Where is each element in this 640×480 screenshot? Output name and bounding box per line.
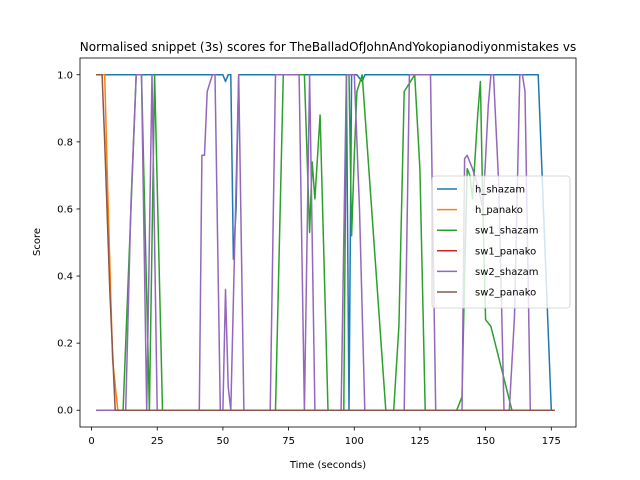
chart-title: Normalised snippet (3s) scores for TheBa… xyxy=(80,40,576,54)
y-tick-label: 0.6 xyxy=(57,204,73,215)
y-axis-label: Score xyxy=(32,228,43,256)
x-tick-label: 175 xyxy=(542,436,561,447)
series-layer xyxy=(96,74,555,411)
legend-box xyxy=(431,175,571,309)
y-tick-label: 0.0 xyxy=(57,406,73,417)
x-tick-label: 100 xyxy=(345,436,364,447)
x-tick-label: 150 xyxy=(476,436,495,447)
x-tick-label: 125 xyxy=(410,436,429,447)
plot-frame xyxy=(79,57,577,428)
x-tick-label: 0 xyxy=(88,436,94,447)
series-line-sw2-panako xyxy=(96,74,555,411)
x-tick-label: 50 xyxy=(217,436,230,447)
ticks-layer: 0 25 50 75 100 125 150 175 0.0 0.2 0.4 0.6 0.8 1.0 xyxy=(57,70,561,447)
x-axis-label: Time (seconds) xyxy=(289,460,366,471)
legend-label-sw1-shazam: sw1_shazam xyxy=(475,226,539,237)
y-tick-label: 1.0 xyxy=(57,70,73,81)
legend-label-h-panako: h_panako xyxy=(475,205,523,216)
legend-label-sw2-shazam: sw2_shazam xyxy=(475,267,539,278)
legend-label-h-shazam: h_shazam xyxy=(475,185,525,196)
y-tick-label: 0.4 xyxy=(57,272,73,283)
y-tick-label: 0.2 xyxy=(57,339,73,350)
legend-label-sw2-panako: sw2_panako xyxy=(475,288,536,299)
x-tick-label: 75 xyxy=(282,436,295,447)
legend: h_shazam h_panako sw1_shazam sw1_panako sw2_… xyxy=(431,175,571,309)
legend-label-sw1-panako: sw1_panako xyxy=(475,246,536,257)
x-tick-label: 25 xyxy=(151,436,164,447)
y-tick-label: 0.8 xyxy=(57,137,73,148)
